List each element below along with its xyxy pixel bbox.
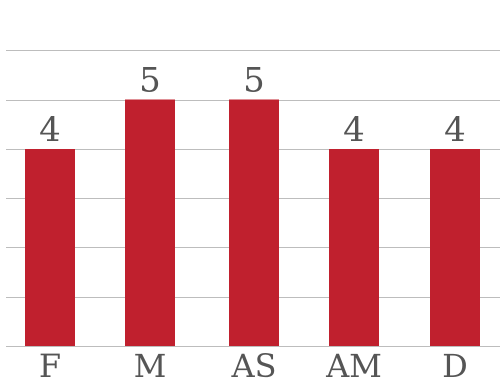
value-label-m: 5	[139, 61, 161, 101]
bars	[25, 99, 480, 346]
tick-label-d: D	[442, 347, 468, 383]
tick-label-as: AS	[230, 347, 276, 383]
value-label-am: 4	[343, 110, 365, 150]
tick-label-f: F	[39, 347, 61, 383]
value-label-f: 4	[39, 110, 61, 150]
bar-m	[125, 99, 175, 346]
value-label-d: 4	[444, 110, 466, 150]
bar-d	[430, 148, 480, 346]
x-tick-labels: F M AS AM D	[39, 347, 468, 383]
bar-as	[229, 99, 279, 346]
tick-label-am: AM	[325, 347, 382, 383]
tick-label-m: M	[134, 347, 167, 383]
value-labels: 4 5 5 4 4	[39, 61, 466, 150]
bar-am	[329, 148, 379, 346]
bar-f	[25, 148, 75, 346]
value-label-as: 5	[243, 61, 265, 101]
